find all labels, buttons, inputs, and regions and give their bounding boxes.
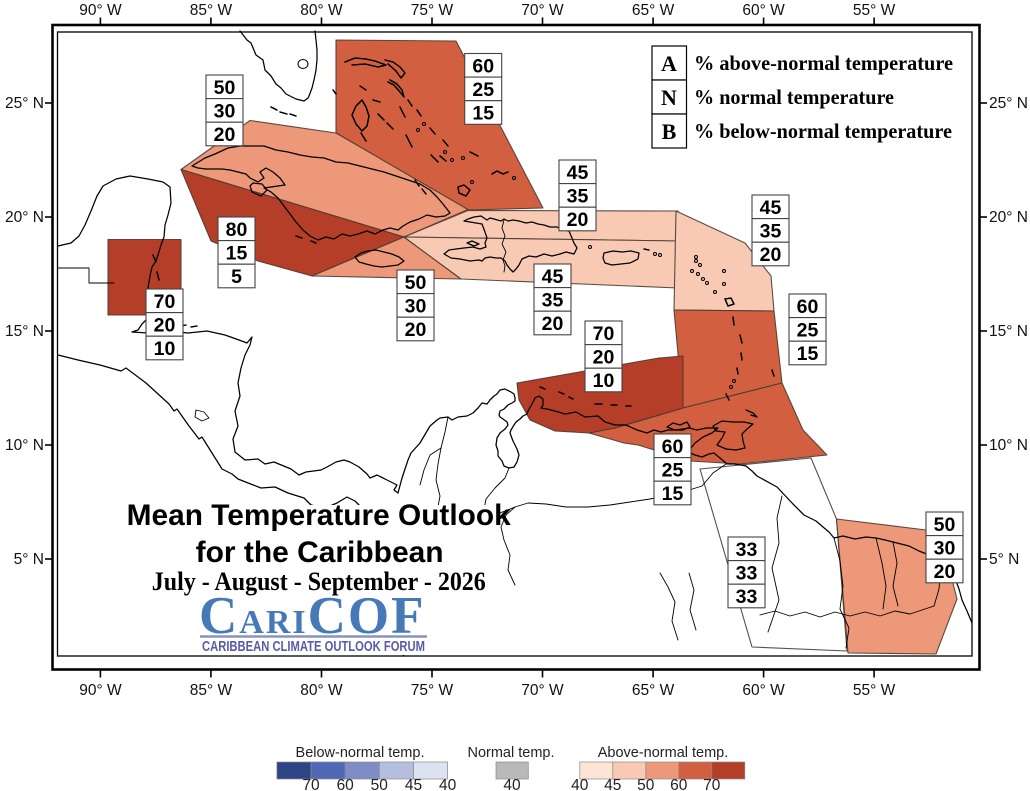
- svg-text:60: 60: [337, 777, 355, 791]
- svg-text:33: 33: [736, 562, 758, 584]
- svg-text:Above-normal temp.: Above-normal temp.: [598, 745, 729, 761]
- svg-text:30: 30: [405, 295, 427, 317]
- svg-text:40: 40: [571, 777, 589, 791]
- svg-text:15° N: 15° N: [989, 323, 1028, 340]
- svg-text:40: 40: [439, 777, 457, 791]
- svg-text:50: 50: [371, 777, 389, 791]
- svg-text:25: 25: [797, 319, 819, 341]
- svg-text:65° W: 65° W: [632, 682, 675, 699]
- svg-text:60: 60: [670, 777, 688, 791]
- svg-text:80: 80: [226, 219, 248, 241]
- svg-text:33: 33: [736, 586, 758, 608]
- svg-text:July - August - September - 20: July - August - September - 2026: [152, 567, 486, 596]
- svg-text:5: 5: [231, 266, 242, 288]
- svg-text:75° W: 75° W: [411, 682, 454, 699]
- svg-text:50: 50: [214, 77, 236, 99]
- svg-text:Normal temp.: Normal temp.: [467, 745, 554, 761]
- svg-text:10: 10: [593, 370, 615, 392]
- svg-text:60° W: 60° W: [742, 2, 785, 19]
- svg-text:5° N: 5° N: [14, 551, 44, 568]
- svg-text:15° N: 15° N: [5, 323, 44, 340]
- svg-text:Mean Temperature Outlook: Mean Temperature Outlook: [127, 499, 512, 532]
- svg-text:55° W: 55° W: [853, 682, 896, 699]
- svg-text:60: 60: [797, 296, 819, 318]
- svg-text:% below-normal temperature: % below-normal temperature: [694, 119, 952, 143]
- svg-text:10: 10: [154, 338, 176, 360]
- svg-text:35: 35: [760, 220, 782, 242]
- svg-text:25° N: 25° N: [989, 95, 1028, 112]
- svg-text:20: 20: [405, 319, 427, 341]
- svg-text:20: 20: [542, 313, 564, 335]
- svg-text:5° N: 5° N: [989, 551, 1019, 568]
- svg-text:25: 25: [662, 459, 684, 481]
- svg-text:% above-normal temperature: % above-normal temperature: [694, 51, 953, 75]
- svg-text:20: 20: [214, 124, 236, 146]
- svg-text:75° W: 75° W: [411, 2, 454, 19]
- svg-text:70° W: 70° W: [521, 682, 564, 699]
- svg-text:15: 15: [472, 103, 494, 125]
- svg-text:15: 15: [662, 483, 684, 505]
- svg-text:70° W: 70° W: [521, 2, 564, 19]
- svg-text:45: 45: [604, 777, 621, 791]
- svg-text:25° N: 25° N: [5, 95, 44, 112]
- svg-text:A: A: [661, 51, 677, 76]
- svg-text:30: 30: [214, 100, 236, 122]
- svg-text:20: 20: [593, 346, 615, 368]
- svg-text:10° N: 10° N: [989, 437, 1028, 454]
- svg-text:40: 40: [503, 777, 521, 791]
- svg-text:20: 20: [760, 244, 782, 266]
- svg-text:50: 50: [934, 514, 956, 536]
- svg-text:45: 45: [760, 197, 782, 219]
- svg-text:25: 25: [472, 79, 494, 101]
- svg-text:N: N: [661, 85, 677, 110]
- svg-text:20: 20: [934, 561, 956, 583]
- svg-text:65° W: 65° W: [632, 2, 675, 19]
- svg-text:50: 50: [637, 777, 655, 791]
- svg-text:80° W: 80° W: [300, 682, 343, 699]
- svg-text:15: 15: [797, 343, 819, 365]
- svg-text:CARIBBEAN CLIMATE OUTLOOK FORU: CARIBBEAN CLIMATE OUTLOOK FORUM: [202, 639, 425, 655]
- svg-text:20: 20: [154, 314, 176, 336]
- svg-text:70: 70: [703, 777, 721, 791]
- svg-text:B: B: [662, 119, 677, 144]
- svg-text:60: 60: [472, 55, 494, 77]
- svg-text:85° W: 85° W: [190, 682, 233, 699]
- svg-text:20° N: 20° N: [989, 209, 1028, 226]
- svg-text:80° W: 80° W: [300, 2, 343, 19]
- svg-text:85° W: 85° W: [190, 2, 233, 19]
- svg-text:60° W: 60° W: [742, 682, 785, 699]
- svg-text:60: 60: [662, 436, 684, 458]
- svg-text:15: 15: [226, 242, 248, 264]
- svg-text:35: 35: [542, 289, 564, 311]
- svg-text:90° W: 90° W: [79, 682, 122, 699]
- svg-text:10° N: 10° N: [5, 437, 44, 454]
- svg-text:20: 20: [567, 209, 589, 231]
- svg-text:Below-normal temp.: Below-normal temp.: [296, 745, 425, 761]
- svg-text:50: 50: [405, 272, 427, 294]
- svg-text:% normal temperature: % normal temperature: [694, 85, 894, 109]
- svg-text:70: 70: [154, 291, 176, 313]
- svg-text:20° N: 20° N: [5, 209, 44, 226]
- svg-text:70: 70: [302, 777, 320, 791]
- svg-text:30: 30: [934, 537, 956, 559]
- svg-text:90° W: 90° W: [79, 2, 122, 19]
- svg-text:45: 45: [567, 162, 589, 184]
- svg-text:55° W: 55° W: [853, 2, 896, 19]
- svg-text:70: 70: [593, 323, 615, 345]
- svg-text:45: 45: [405, 777, 422, 791]
- svg-text:35: 35: [567, 185, 589, 207]
- svg-text:for the Caribbean: for the Caribbean: [196, 536, 444, 569]
- svg-text:45: 45: [542, 266, 564, 288]
- svg-text:33: 33: [736, 539, 758, 561]
